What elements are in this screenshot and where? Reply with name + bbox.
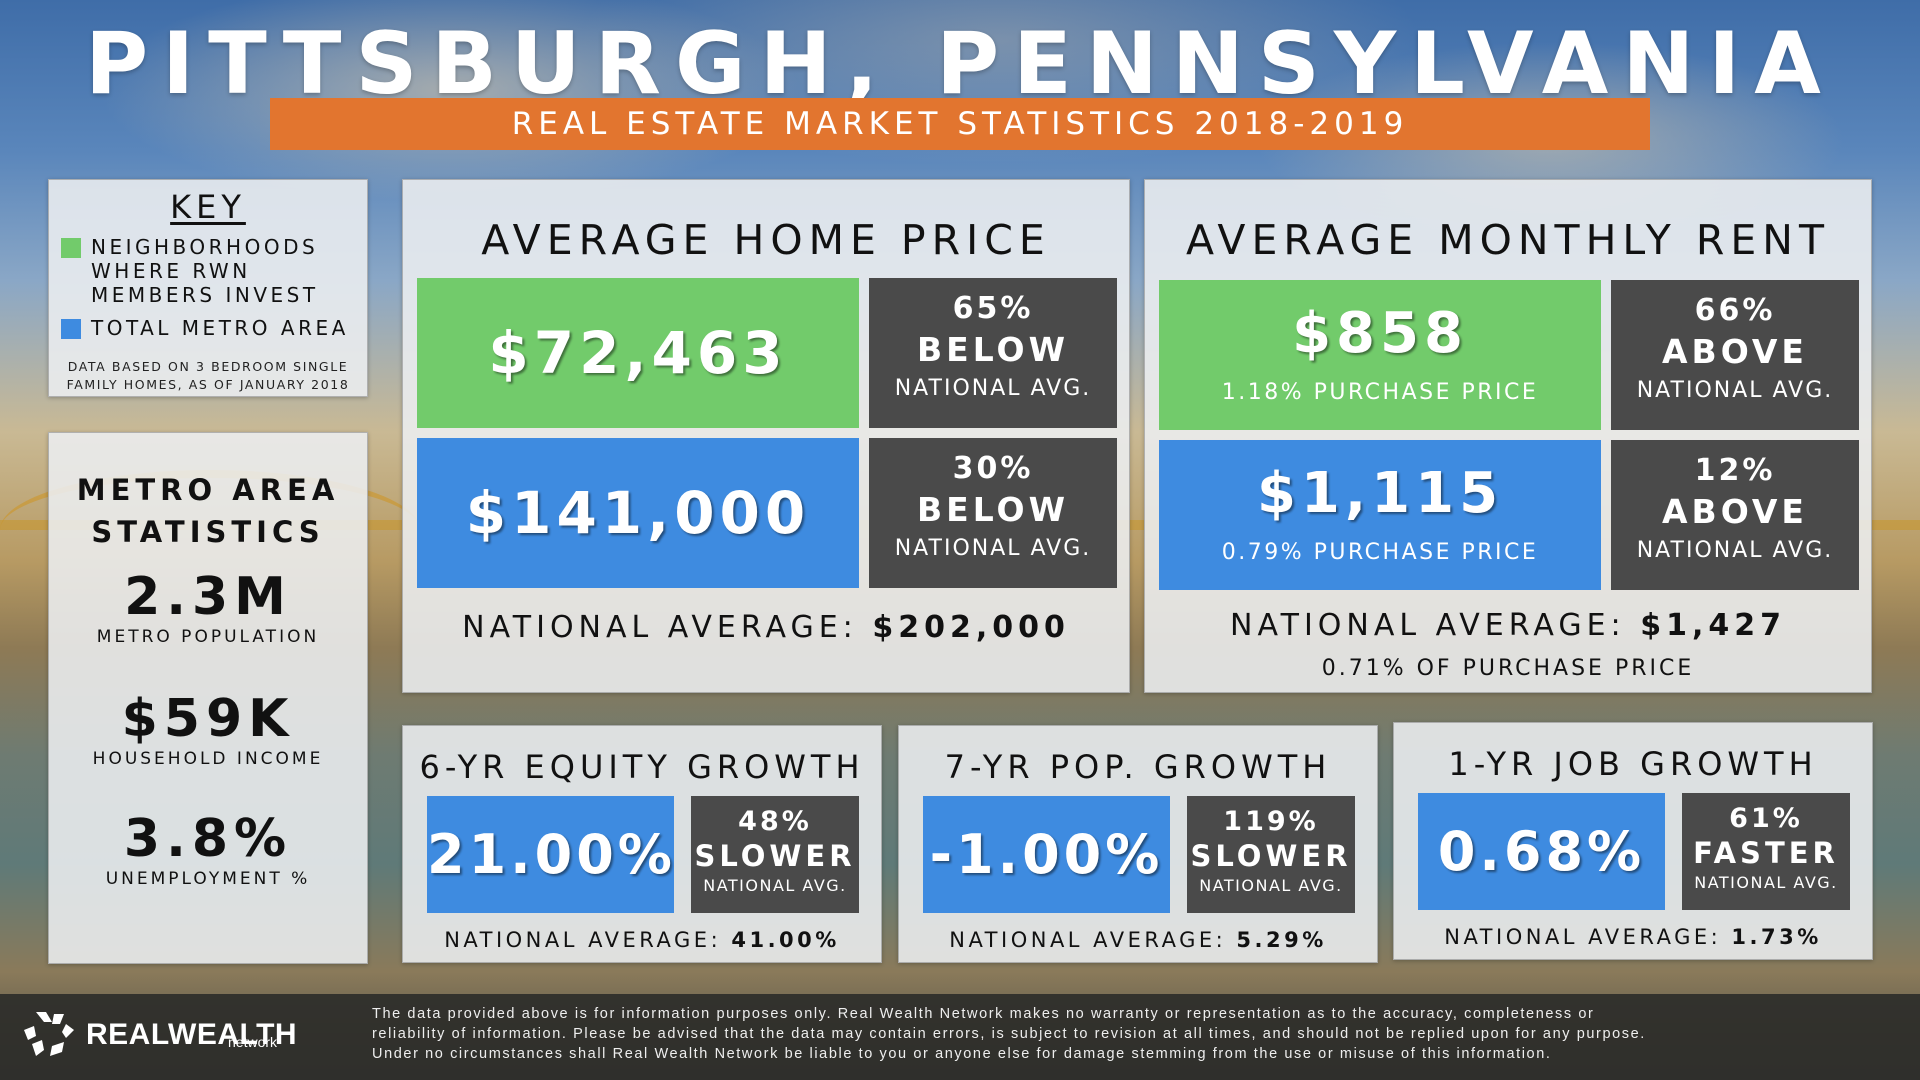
subtitle-banner: REAL ESTATE MARKET STATISTICS 2018-2019 [270, 98, 1650, 150]
home-price-title: AVERAGE HOME PRICE [481, 216, 1051, 264]
metro-stats-panel: METRO AREA STATISTICS 2.3M METRO POPULAT… [48, 432, 368, 964]
home-price-national-average: NATIONAL AVERAGE: $202,000 [462, 610, 1070, 645]
blue-swatch-icon [61, 319, 81, 339]
rent-national-sub: 0.71% OF PURCHASE PRICE [1321, 656, 1695, 681]
rent-national-average: NATIONAL AVERAGE: $1,427 [1230, 608, 1786, 643]
key-item-metro: TOTAL METRO AREA [61, 316, 349, 340]
job-growth-compare: 61% FASTER NATIONAL AVG. [1682, 793, 1850, 910]
home-price-rwn-compare: 65% BELOW NATIONAL AVG. [869, 278, 1117, 428]
rent-rwn-compare: 66% ABOVE NATIONAL AVG. [1611, 280, 1859, 430]
population-national-average: NATIONAL AVERAGE: 5.29% [949, 928, 1327, 952]
key-title: KEY [170, 188, 246, 226]
job-national-average: NATIONAL AVERAGE: 1.73% [1444, 925, 1822, 949]
population-growth-title: 7-YR POP. GROWTH [944, 748, 1332, 786]
realwealth-logo: REALWEALTH [22, 1010, 297, 1060]
rent-metro-box: $1,115 0.79% PURCHASE PRICE [1159, 440, 1601, 590]
population-growth-compare: 119% SLOWER NATIONAL AVG. [1187, 796, 1355, 913]
job-growth-value-box: 0.68% [1418, 793, 1665, 910]
rent-metro-compare: 12% ABOVE NATIONAL AVG. [1611, 440, 1859, 590]
metro-title: METRO AREA STATISTICS [76, 473, 340, 549]
rent-rwn-box: $858 1.18% PURCHASE PRICE [1159, 280, 1601, 430]
realwealth-logo-icon [24, 1012, 74, 1056]
rent-panel: AVERAGE MONTHLY RENT $858 1.18% PURCHASE… [1144, 179, 1872, 693]
equity-growth-value-box: 21.00% [427, 796, 674, 913]
stat-income: $59K HOUSEHOLD INCOME [92, 689, 324, 769]
job-growth-title: 1-YR JOB GROWTH [1448, 745, 1818, 783]
home-price-rwn-box: $72,463 [417, 278, 859, 428]
equity-growth-title: 6-YR EQUITY GROWTH [419, 748, 865, 786]
green-swatch-icon [61, 238, 81, 258]
home-price-metro-box: $141,000 [417, 438, 859, 588]
home-price-metro-compare: 30% BELOW NATIONAL AVG. [869, 438, 1117, 588]
page-title: PITTSBURGH, PENNSYLVANIA [85, 14, 1835, 114]
footer: REALWEALTH network The data provided abo… [0, 994, 1920, 1080]
key-panel: KEY NEIGHBORHOODS WHERE RWN MEMBERS INVE… [48, 179, 368, 397]
key-label-rwn: NEIGHBORHOODS WHERE RWN MEMBERS INVEST [91, 235, 319, 307]
rent-title: AVERAGE MONTHLY RENT [1185, 216, 1830, 264]
key-note: DATA BASED ON 3 BEDROOM SINGLE FAMILY HO… [66, 359, 350, 392]
logo-subtext: network [228, 1034, 278, 1050]
population-growth-value-box: -1.00% [923, 796, 1170, 913]
equity-national-average: NATIONAL AVERAGE: 41.00% [444, 928, 840, 952]
population-growth-panel: 7-YR POP. GROWTH -1.00% 119% SLOWER NATI… [898, 725, 1378, 963]
stat-population: 2.3M METRO POPULATION [96, 567, 320, 647]
subtitle-text: REAL ESTATE MARKET STATISTICS 2018-2019 [511, 106, 1409, 142]
disclaimer-text: The data provided above is for informati… [372, 1006, 1646, 1062]
home-price-panel: AVERAGE HOME PRICE $72,463 65% BELOW NAT… [402, 179, 1130, 693]
key-label-metro: TOTAL METRO AREA [91, 316, 349, 340]
equity-growth-panel: 6-YR EQUITY GROWTH 21.00% 48% SLOWER NAT… [402, 725, 882, 963]
key-item-rwn: NEIGHBORHOODS WHERE RWN MEMBERS INVEST [61, 235, 319, 307]
stat-unemployment: 3.8% UNEMPLOYMENT % [105, 809, 311, 889]
equity-growth-compare: 48% SLOWER NATIONAL AVG. [691, 796, 859, 913]
job-growth-panel: 1-YR JOB GROWTH 0.68% 61% FASTER NATIONA… [1393, 722, 1873, 960]
